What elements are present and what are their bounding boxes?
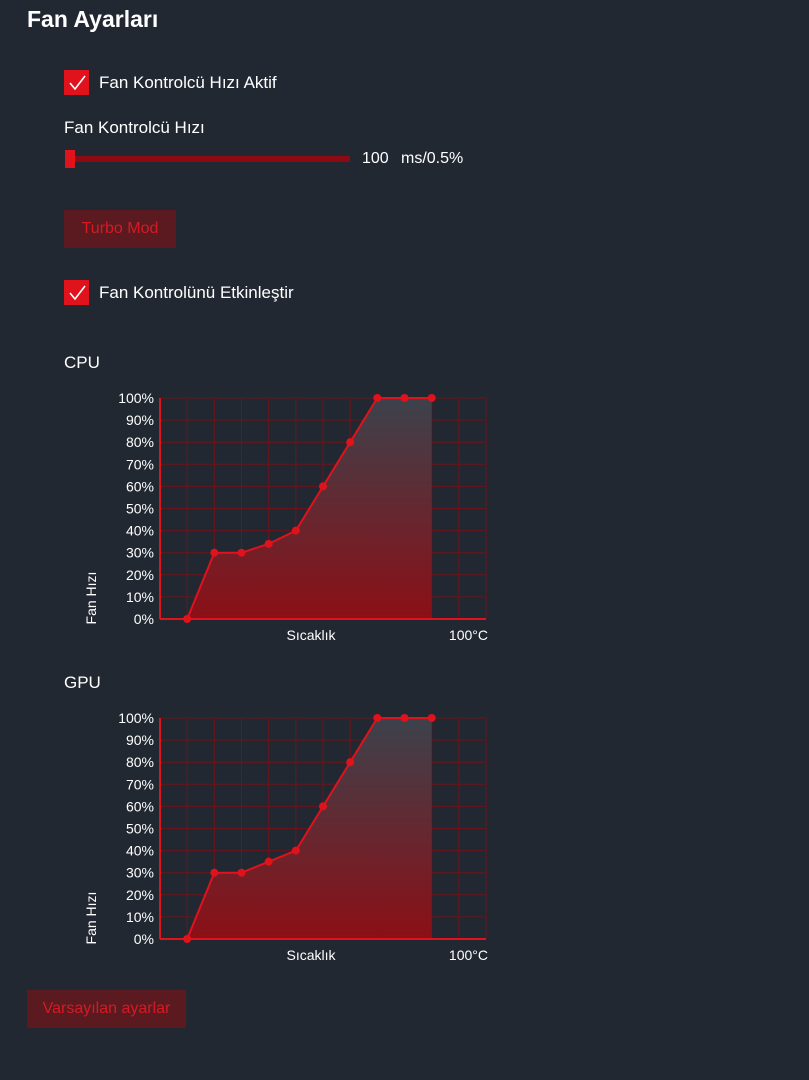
controller-speed-slider[interactable] bbox=[66, 156, 350, 162]
y-tick-label: 10% bbox=[126, 909, 154, 925]
data-point[interactable] bbox=[427, 394, 436, 402]
y-tick-label: 90% bbox=[126, 732, 154, 748]
y-tick-label: 90% bbox=[126, 412, 154, 428]
y-tick-label: 80% bbox=[126, 754, 154, 770]
data-point[interactable] bbox=[346, 438, 355, 447]
data-point[interactable] bbox=[291, 846, 300, 855]
y-tick-label: 100% bbox=[118, 390, 154, 406]
cpu-fan-curve-chart[interactable]: 0% 10% 20% 30% 40% 50% 60% 70% 80% 90% 100% 100°C Sı… bbox=[80, 388, 500, 650]
checkbox-box[interactable] bbox=[64, 70, 89, 95]
gpu-chart-label: GPU bbox=[64, 673, 101, 692]
y-tick-label: 30% bbox=[126, 865, 154, 881]
data-point[interactable] bbox=[237, 548, 246, 557]
y-tick-label: 30% bbox=[126, 545, 154, 561]
y-tick-label: 70% bbox=[126, 776, 154, 792]
data-point[interactable] bbox=[373, 714, 382, 722]
y-tick-label: 20% bbox=[126, 567, 154, 583]
y-tick-label: 0% bbox=[134, 611, 154, 627]
x-axis-label: Sıcaklık bbox=[286, 627, 336, 643]
controller-speed-unit: ms/0.5% bbox=[401, 150, 464, 167]
y-axis-label: Fan Hızı bbox=[83, 572, 99, 625]
data-point[interactable] bbox=[183, 615, 192, 623]
enable-fan-label: Fan Kontrolünü Etkinleştir bbox=[99, 282, 294, 302]
data-point[interactable] bbox=[346, 758, 355, 767]
controller-speed-slider-thumb[interactable] bbox=[65, 150, 75, 168]
x-tick-label: 100°C bbox=[449, 627, 488, 643]
data-point[interactable] bbox=[400, 714, 409, 722]
area-fill bbox=[187, 398, 432, 619]
y-tick-label: 50% bbox=[126, 821, 154, 837]
y-tick-label: 20% bbox=[126, 887, 154, 903]
x-axis-label: Sıcaklık bbox=[286, 947, 336, 963]
controller-active-checkbox[interactable]: Fan Kontrolcü Hızı Aktif bbox=[64, 70, 277, 95]
data-point[interactable] bbox=[237, 868, 246, 877]
y-tick-label: 10% bbox=[126, 589, 154, 605]
checkbox-box[interactable] bbox=[64, 280, 89, 305]
data-point[interactable] bbox=[291, 526, 300, 535]
data-point[interactable] bbox=[210, 868, 219, 877]
data-point[interactable] bbox=[400, 394, 409, 402]
y-tick-label: 60% bbox=[126, 478, 154, 494]
y-tick-label: 70% bbox=[126, 456, 154, 472]
data-point[interactable] bbox=[264, 857, 273, 866]
y-tick-label: 60% bbox=[126, 798, 154, 814]
controller-speed-label: Fan Kontrolcü Hızı bbox=[64, 118, 205, 137]
y-tick-label: 100% bbox=[118, 710, 154, 726]
reset-defaults-button[interactable]: Varsayılan ayarlar bbox=[27, 990, 186, 1028]
enable-fan-checkbox[interactable]: Fan Kontrolünü Etkinleştir bbox=[64, 280, 294, 305]
checkmark-icon bbox=[68, 285, 86, 300]
y-axis-label: Fan Hızı bbox=[83, 892, 99, 945]
data-point[interactable] bbox=[210, 548, 219, 557]
data-point[interactable] bbox=[319, 802, 327, 811]
data-point[interactable] bbox=[183, 935, 192, 943]
turbo-mode-button[interactable]: Turbo Mod bbox=[64, 210, 176, 248]
y-tick-label: 80% bbox=[126, 434, 154, 450]
y-tick-label: 0% bbox=[134, 931, 154, 947]
data-point[interactable] bbox=[264, 539, 273, 548]
cpu-chart-label: CPU bbox=[64, 353, 100, 372]
page-title: Fan Ayarları bbox=[27, 6, 159, 32]
x-tick-label: 100°C bbox=[449, 947, 488, 963]
area-fill bbox=[187, 718, 432, 939]
series-line bbox=[186, 397, 432, 620]
gpu-fan-curve-chart[interactable]: 0% 10% 20% 30% 40% 50% 60% 70% 80% 90% 100% 100°C Sı… bbox=[80, 708, 500, 970]
data-point[interactable] bbox=[319, 482, 327, 491]
series-line bbox=[186, 717, 432, 940]
controller-speed-value: 100 bbox=[362, 150, 389, 167]
checkmark-icon bbox=[68, 75, 86, 90]
data-point[interactable] bbox=[427, 714, 436, 722]
y-tick-label: 50% bbox=[126, 501, 154, 517]
controller-active-label: Fan Kontrolcü Hızı Aktif bbox=[99, 72, 277, 92]
y-tick-label: 40% bbox=[126, 843, 154, 859]
data-point[interactable] bbox=[373, 394, 382, 402]
y-tick-label: 40% bbox=[126, 523, 154, 539]
